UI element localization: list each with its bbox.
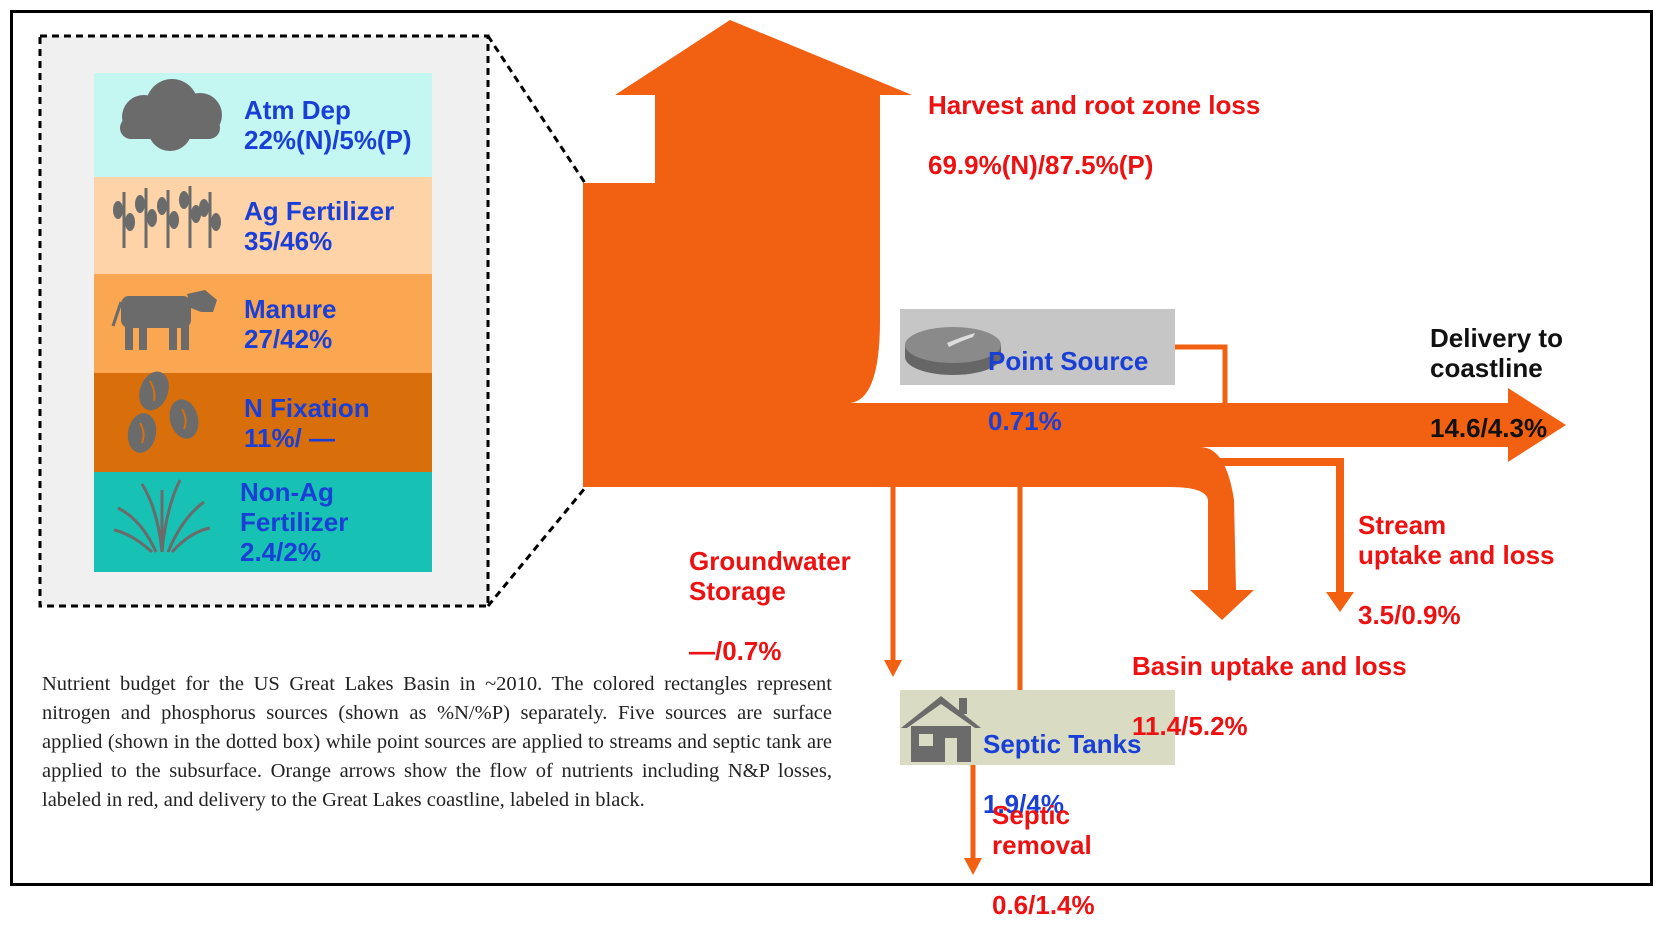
septic-tanks-label: Septic Tanks 1.9/4% — [983, 699, 1141, 849]
source-non-ag-fertilizer-text: Non-Ag Fertilizer 2.4/2% — [240, 472, 348, 572]
groundwater-name: Groundwater Storage — [689, 546, 851, 606]
harvest-loss-value: 69.9%(N)/87.5%(P) — [928, 150, 1154, 180]
source-n-fixation-text: N Fixation 11%/ — — [244, 373, 370, 472]
source-name: Ag Fertilizer — [244, 195, 395, 226]
point-source-flow — [1175, 344, 1228, 403]
point-source-value: 0.71% — [988, 406, 1062, 436]
crop-icon — [113, 186, 221, 248]
source-name: Non-Ag Fertilizer — [240, 477, 349, 537]
source-value: 27/42% — [244, 323, 333, 354]
source-row-bg — [94, 472, 432, 572]
source-value: 35/46% — [244, 225, 333, 256]
source-value: 11%/ — — [244, 422, 336, 453]
stream-uptake-label: Stream uptake and loss 3.5/0.9% — [1358, 480, 1555, 660]
septic-removal-value: 0.6/1.4% — [992, 890, 1095, 920]
source-atm-dep-text: Atm Dep 22%(N)/5%(P) — [244, 73, 412, 177]
bean-icon — [127, 371, 199, 453]
basin-uptake-value: 11.4/5.2% — [1132, 711, 1248, 741]
groundwater-label: Groundwater Storage —/0.7% — [689, 516, 851, 696]
basin-uptake-label: Basin uptake and loss 11.4/5.2% — [1132, 621, 1407, 771]
source-ag-fertilizer-text: Ag Fertilizer 35/46% — [244, 177, 394, 274]
point-source-label: Point Source 0.71% — [988, 316, 1148, 466]
stream-uptake-value: 3.5/0.9% — [1358, 600, 1461, 630]
stream-uptake-name: Stream uptake and loss — [1358, 510, 1555, 570]
cloud-icon — [120, 79, 222, 151]
source-atm-dep: Atm Dep 22%(N)/5%(P) — [94, 73, 432, 177]
septic-tanks-name: Septic Tanks — [983, 729, 1142, 759]
source-name: Atm Dep — [244, 95, 351, 125]
figure-frame — [10, 10, 1653, 886]
septic-removal-label: Septic removal 0.6/1.4% — [992, 770, 1095, 950]
source-non-ag-fertilizer: Non-Ag Fertilizer 2.4/2% — [94, 472, 432, 572]
source-value: 2.4/2% — [240, 537, 321, 567]
zoom-line-top — [486, 35, 587, 184]
basin-uptake-name: Basin uptake and loss — [1132, 651, 1407, 681]
pipe-icon — [905, 327, 1001, 375]
delivery-label: Delivery to coastline 14.6/4.3% — [1430, 293, 1563, 473]
figure-caption: Nutrient budget for the US Great Lakes B… — [42, 673, 832, 811]
delivery-name: Delivery to coastline — [1430, 323, 1563, 383]
point-source-name: Point Source — [988, 346, 1149, 376]
house-icon — [901, 696, 981, 762]
main-flow-body — [583, 20, 1566, 620]
source-ag-fertilizer: Ag Fertilizer 35/46% — [94, 177, 432, 274]
harvest-loss-name: Harvest and root zone loss — [928, 90, 1261, 120]
grass-icon — [113, 479, 211, 554]
stream-uptake-arrowhead — [1326, 592, 1354, 612]
source-name: N Fixation — [244, 392, 370, 423]
source-name: Manure — [244, 293, 337, 324]
source-manure-text: Manure 27/42% — [244, 274, 336, 373]
septic-tanks-value: 1.9/4% — [983, 789, 1064, 819]
groundwater-arrowhead — [884, 660, 902, 677]
groundwater-value: —/0.7% — [689, 636, 782, 666]
septic-removal-arrowhead — [964, 858, 982, 875]
source-value: 22%(N)/5%(P) — [244, 125, 412, 155]
source-manure: Manure 27/42% — [94, 274, 432, 373]
source-rows — [94, 73, 432, 572]
delivery-value: 14.6/4.3% — [1430, 413, 1548, 443]
harvest-loss-label: Harvest and root zone loss 69.9%(N)/87.5… — [928, 60, 1260, 210]
cow-icon — [111, 290, 217, 350]
septic-removal-name: Septic removal — [992, 800, 1092, 860]
stream-uptake-flow — [1210, 458, 1344, 595]
zoom-line-bottom — [486, 487, 587, 607]
source-n-fixation: N Fixation 11%/ — — [94, 373, 432, 472]
